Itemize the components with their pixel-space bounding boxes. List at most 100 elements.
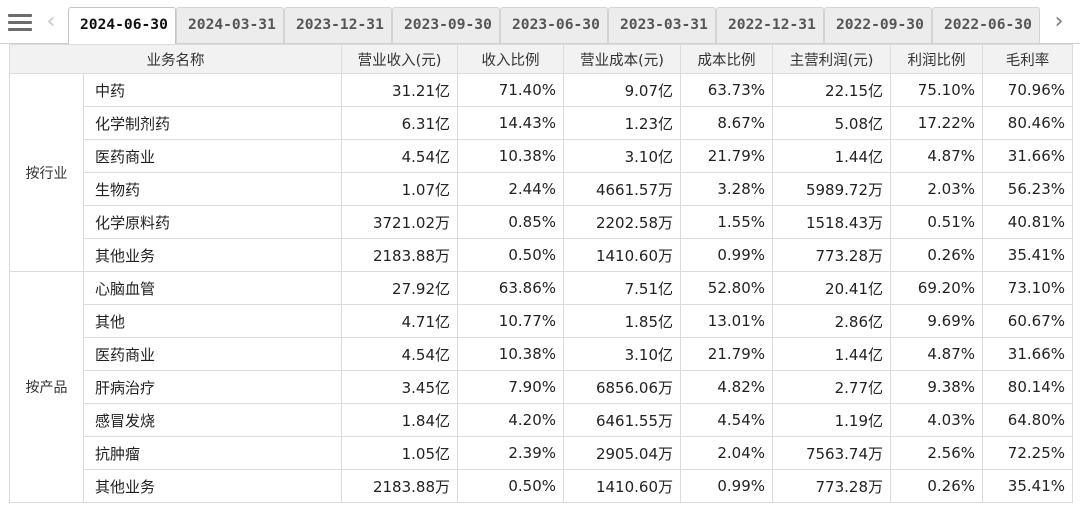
table-row[interactable]: 感冒发烧 1.84亿 4.20% 6461.55万 4.54% 1.19亿 4.03% 64.… — [10, 403, 1073, 437]
gross-margin-cell: 70.96% — [982, 73, 1073, 107]
gross-margin-cell: 31.66% — [982, 337, 1073, 371]
gross-margin-cell: 35.41% — [982, 238, 1073, 272]
profit-cell: 22.15亿 — [772, 73, 891, 107]
profit-ratio-cell: 75.10% — [890, 73, 983, 107]
revenue-cell: 4.71亿 — [341, 304, 458, 338]
table-row[interactable]: 医药商业 4.54亿 10.38% 3.10亿 21.79% 1.44亿 4.87% 31.6… — [10, 139, 1073, 173]
profit-cell: 5989.72万 — [772, 172, 891, 206]
profit-ratio-cell: 4.03% — [890, 403, 983, 437]
tabs-next-arrow-icon[interactable]: › — [1054, 9, 1064, 34]
profit-cell: 20.41亿 — [772, 271, 891, 305]
table-row[interactable]: 按行业 中药 31.21亿 71.40% 9.07亿 63.73% 22.15亿 75.10%… — [9, 73, 1073, 272]
profit-ratio-cell: 4.87% — [890, 337, 983, 371]
revenue-cell: 1.07亿 — [341, 172, 458, 206]
cost-ratio-cell: 3.28% — [680, 172, 773, 206]
gross-margin-cell: 31.66% — [982, 139, 1073, 173]
table-row[interactable]: 抗肿瘤 1.05亿 2.39% 2905.04万 2.04% 7563.74万 2.56% 7… — [10, 436, 1073, 470]
revenue-ratio-cell: 0.50% — [457, 469, 564, 503]
column-header-profit[interactable]: 主营利润(元) — [772, 44, 891, 74]
cost-ratio-cell: 52.80% — [680, 271, 773, 305]
tab-period[interactable]: 2022-12-31 — [716, 7, 824, 44]
business-name-cell: 其他业务 — [83, 238, 342, 272]
revenue-cell: 31.21亿 — [341, 73, 458, 107]
revenue-cell: 27.92亿 — [341, 271, 458, 305]
revenue-ratio-cell: 4.20% — [457, 403, 564, 437]
tab-period[interactable]: 2023-06-30 — [500, 7, 608, 44]
revenue-ratio-cell: 14.43% — [457, 106, 564, 140]
profit-ratio-cell: 2.56% — [890, 436, 983, 470]
tab-period[interactable]: 2022-06-30 — [932, 7, 1040, 44]
revenue-ratio-cell: 2.44% — [457, 172, 564, 206]
revenue-ratio-cell: 2.39% — [457, 436, 564, 470]
revenue-cell: 3.45亿 — [341, 370, 458, 404]
column-header-business-name[interactable]: 业务名称 — [9, 44, 342, 74]
table-row[interactable]: 肝病治疗 3.45亿 7.90% 6856.06万 4.82% 2.77亿 9.38% 80.… — [10, 370, 1073, 404]
cost-cell: 3.10亿 — [563, 337, 681, 371]
profit-cell: 1.19亿 — [772, 403, 891, 437]
revenue-ratio-cell: 10.38% — [457, 139, 564, 173]
cost-ratio-cell: 21.79% — [680, 139, 773, 173]
profit-ratio-cell: 69.20% — [890, 271, 983, 305]
profit-ratio-cell: 17.22% — [890, 106, 983, 140]
cost-ratio-cell: 0.99% — [680, 238, 773, 272]
cost-cell: 6461.55万 — [563, 403, 681, 437]
business-name-cell: 其他业务 — [83, 469, 342, 503]
revenue-cell: 6.31亿 — [341, 106, 458, 140]
cost-ratio-cell: 0.99% — [680, 469, 773, 503]
table-row[interactable]: 生物药 1.07亿 2.44% 4661.57万 3.28% 5989.72万 2.03% 5… — [10, 172, 1073, 206]
table-row[interactable]: 其他业务 2183.88万 0.50% 1410.60万 0.99% 773.28万 0.2… — [10, 469, 1073, 503]
cost-ratio-cell: 2.04% — [680, 436, 773, 470]
revenue-cell: 4.54亿 — [341, 139, 458, 173]
revenue-ratio-cell: 10.77% — [457, 304, 564, 338]
column-header-cost[interactable]: 营业成本(元) — [563, 44, 681, 74]
tabs-prev-arrow-icon[interactable]: ‹ — [46, 9, 56, 34]
table-row[interactable]: 医药商业 4.54亿 10.38% 3.10亿 21.79% 1.44亿 4.87% 31.6… — [10, 337, 1073, 371]
tab-period[interactable]: 2023-03-31 — [608, 7, 716, 44]
group-label-cell: 按产品 — [9, 271, 84, 503]
tab-period[interactable]: 2024-03-31 — [176, 7, 284, 44]
column-header-cost-ratio[interactable]: 成本比例 — [680, 44, 773, 74]
column-header-revenue[interactable]: 营业收入(元) — [341, 44, 458, 74]
cost-cell: 7.51亿 — [563, 271, 681, 305]
revenue-ratio-cell: 0.85% — [457, 205, 564, 239]
cost-ratio-cell: 63.73% — [680, 73, 773, 107]
business-name-cell: 化学制剂药 — [83, 106, 342, 140]
cost-cell: 2905.04万 — [563, 436, 681, 470]
revenue-ratio-cell: 10.38% — [457, 337, 564, 371]
revenue-ratio-cell: 0.50% — [457, 238, 564, 272]
business-composition-table: 业务名称 营业收入(元) 收入比例 营业成本(元) 成本比例 主营利润(元) 利… — [9, 44, 1073, 503]
column-header-profit-ratio[interactable]: 利润比例 — [890, 44, 983, 74]
table-row[interactable]: 其他业务 2183.88万 0.50% 1410.60万 0.99% 773.28万 0.2… — [10, 238, 1073, 272]
profit-ratio-cell: 0.26% — [890, 469, 983, 503]
gross-margin-cell: 64.80% — [982, 403, 1073, 437]
table-header-row: 业务名称 营业收入(元) 收入比例 营业成本(元) 成本比例 主营利润(元) 利… — [9, 44, 1073, 74]
table-row[interactable]: 化学制剂药 6.31亿 14.43% 1.23亿 8.67% 5.08亿 17.22% 80.… — [10, 106, 1073, 140]
revenue-ratio-cell: 63.86% — [457, 271, 564, 305]
cost-ratio-cell: 13.01% — [680, 304, 773, 338]
tab-period[interactable]: 2023-09-30 — [392, 7, 500, 44]
tab-period[interactable]: 2022-09-30 — [824, 7, 932, 44]
cost-ratio-cell: 1.55% — [680, 205, 773, 239]
column-header-gross-margin[interactable]: 毛利率 — [982, 44, 1073, 74]
revenue-cell: 3721.02万 — [341, 205, 458, 239]
group-label-cell: 按行业 — [9, 73, 84, 272]
gross-margin-cell: 60.67% — [982, 304, 1073, 338]
table-row[interactable]: 化学原料药 3721.02万 0.85% 2202.58万 1.55% 1518.43万 0… — [10, 205, 1073, 239]
table-row[interactable]: 按产品 心脑血管 27.92亿 63.86% 7.51亿 52.80% 20.41亿 69.2… — [9, 271, 1073, 503]
tab-period[interactable]: 2024-06-30 — [68, 7, 176, 44]
business-name-cell: 生物药 — [83, 172, 342, 206]
hamburger-menu-icon[interactable] — [6, 10, 34, 34]
profit-ratio-cell: 9.69% — [890, 304, 983, 338]
tab-period[interactable]: 2023-12-31 — [284, 7, 392, 44]
gross-margin-cell: 40.81% — [982, 205, 1073, 239]
business-name-cell: 感冒发烧 — [83, 403, 342, 437]
business-name-cell: 心脑血管 — [83, 271, 342, 305]
profit-ratio-cell: 0.26% — [890, 238, 983, 272]
gross-margin-cell: 80.46% — [982, 106, 1073, 140]
cost-cell: 4661.57万 — [563, 172, 681, 206]
cost-ratio-cell: 8.67% — [680, 106, 773, 140]
table-row[interactable]: 其他 4.71亿 10.77% 1.85亿 13.01% 2.86亿 9.69% 60.67% — [10, 304, 1073, 338]
column-header-revenue-ratio[interactable]: 收入比例 — [457, 44, 564, 74]
cost-cell: 3.10亿 — [563, 139, 681, 173]
revenue-cell: 2183.88万 — [341, 469, 458, 503]
